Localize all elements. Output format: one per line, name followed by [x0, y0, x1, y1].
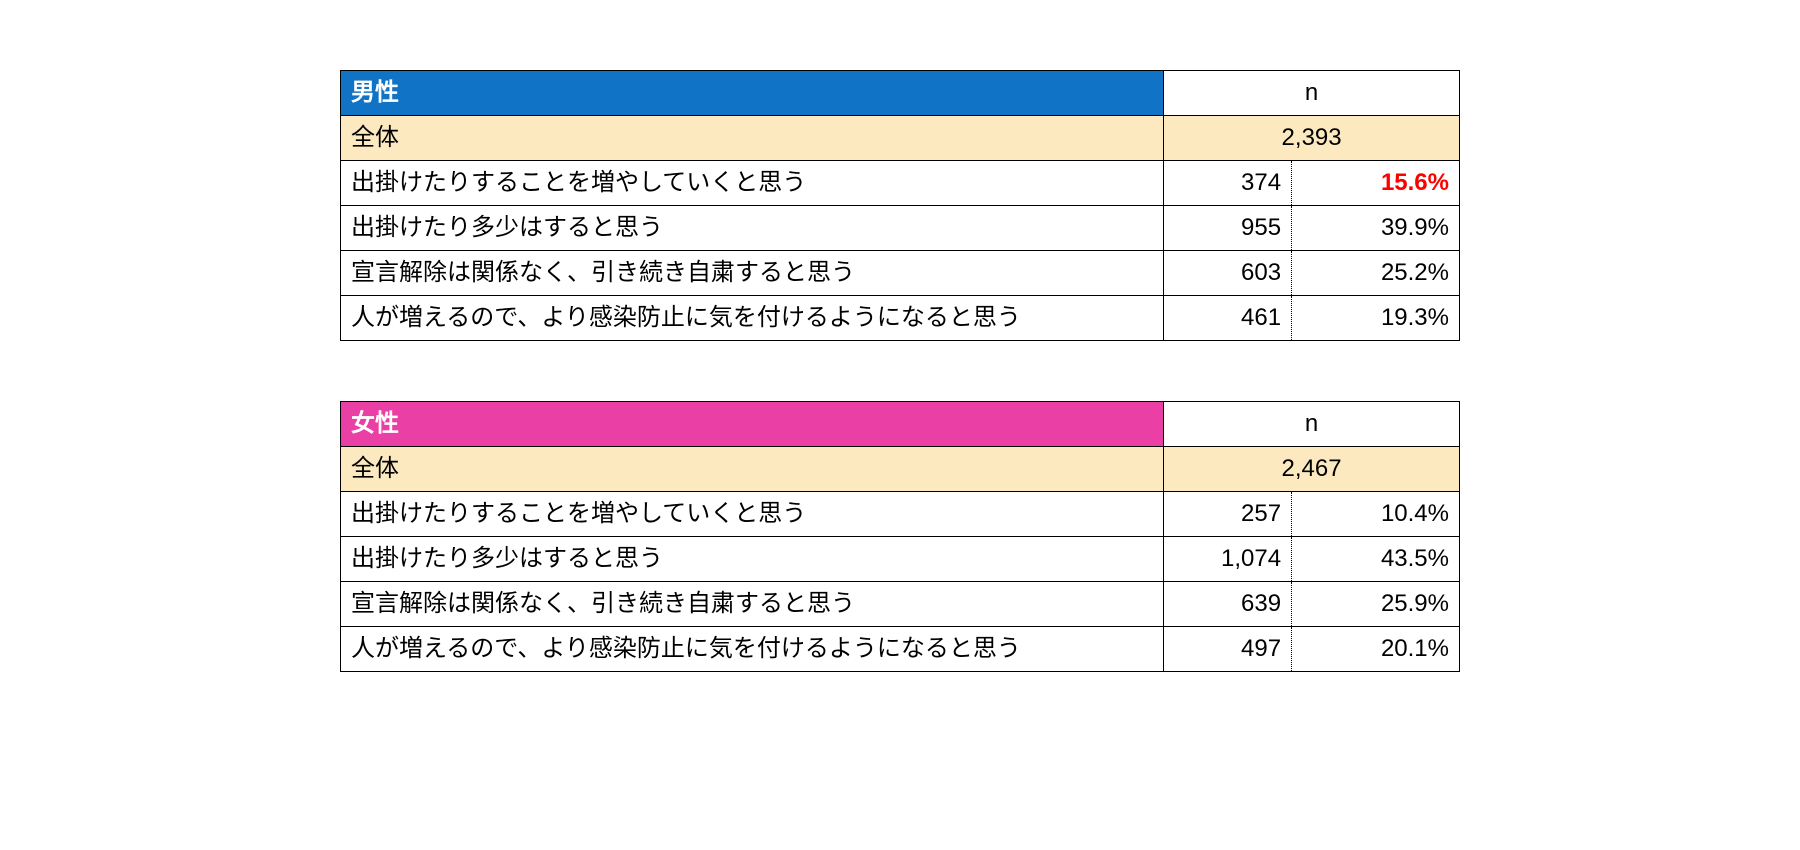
table-row: 宣言解除は関係なく、引き続き自粛すると思う 603 25.2% [341, 251, 1460, 296]
female-title-cell: 女性 [341, 402, 1164, 447]
row-pct: 10.4% [1292, 492, 1460, 537]
n-header: n [1164, 71, 1460, 116]
total-label: 全体 [341, 116, 1164, 161]
row-label: 出掛けたりすることを増やしていくと思う [341, 492, 1164, 537]
male-header-row: 男性 n [341, 71, 1460, 116]
row-pct: 43.5% [1292, 537, 1460, 582]
row-count: 955 [1164, 206, 1292, 251]
table-row: 宣言解除は関係なく、引き続き自粛すると思う 639 25.9% [341, 582, 1460, 627]
row-label: 人が増えるので、より感染防止に気を付けるようになると思う [341, 296, 1164, 341]
total-label: 全体 [341, 447, 1164, 492]
row-pct: 19.3% [1292, 296, 1460, 341]
male-title-cell: 男性 [341, 71, 1164, 116]
row-count: 374 [1164, 161, 1292, 206]
male-total-n: 2,393 [1164, 116, 1460, 161]
row-count: 1,074 [1164, 537, 1292, 582]
table-row: 出掛けたり多少はすると思う 955 39.9% [341, 206, 1460, 251]
male-total-row: 全体 2,393 [341, 116, 1460, 161]
row-pct: 20.1% [1292, 627, 1460, 672]
table-row: 人が増えるので、より感染防止に気を付けるようになると思う 461 19.3% [341, 296, 1460, 341]
table-row: 出掛けたりすることを増やしていくと思う 257 10.4% [341, 492, 1460, 537]
row-count: 603 [1164, 251, 1292, 296]
row-pct: 25.2% [1292, 251, 1460, 296]
row-label: 人が増えるので、より感染防止に気を付けるようになると思う [341, 627, 1164, 672]
female-table: 女性 n 全体 2,467 出掛けたりすることを増やしていくと思う 257 10… [340, 401, 1460, 672]
row-label: 出掛けたり多少はすると思う [341, 206, 1164, 251]
row-count: 497 [1164, 627, 1292, 672]
row-label: 宣言解除は関係なく、引き続き自粛すると思う [341, 582, 1164, 627]
female-header-row: 女性 n [341, 402, 1460, 447]
row-pct: 25.9% [1292, 582, 1460, 627]
row-count: 461 [1164, 296, 1292, 341]
female-total-n: 2,467 [1164, 447, 1460, 492]
row-count: 639 [1164, 582, 1292, 627]
table-row: 出掛けたりすることを増やしていくと思う 374 15.6% [341, 161, 1460, 206]
row-label: 出掛けたり多少はすると思う [341, 537, 1164, 582]
row-label: 出掛けたりすることを増やしていくと思う [341, 161, 1164, 206]
n-header: n [1164, 402, 1460, 447]
table-row: 人が増えるので、より感染防止に気を付けるようになると思う 497 20.1% [341, 627, 1460, 672]
table-row: 出掛けたり多少はすると思う 1,074 43.5% [341, 537, 1460, 582]
row-count: 257 [1164, 492, 1292, 537]
row-pct: 15.6% [1292, 161, 1460, 206]
female-total-row: 全体 2,467 [341, 447, 1460, 492]
row-label: 宣言解除は関係なく、引き続き自粛すると思う [341, 251, 1164, 296]
row-pct: 39.9% [1292, 206, 1460, 251]
male-table: 男性 n 全体 2,393 出掛けたりすることを増やしていくと思う 374 15… [340, 70, 1460, 341]
